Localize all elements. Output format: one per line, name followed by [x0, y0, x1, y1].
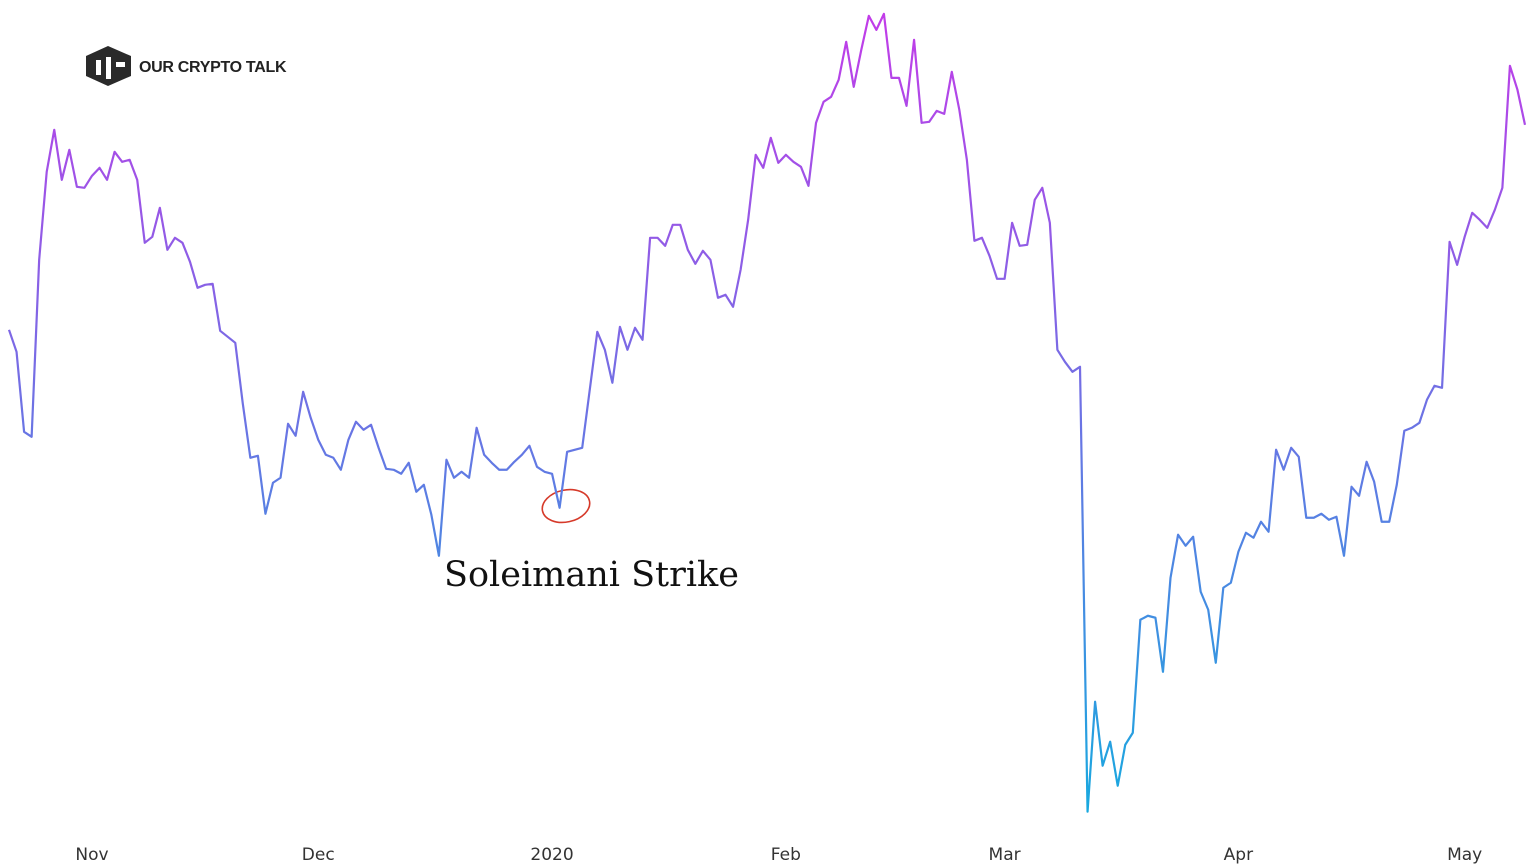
x-tick-label: Dec: [302, 845, 335, 864]
logo: OUR CRYPTO TALK: [86, 46, 287, 86]
x-tick-label: Apr: [1224, 845, 1253, 864]
logo-text: OUR CRYPTO TALK: [139, 59, 287, 76]
price-line: [7, 12, 1527, 813]
logo-mark-detail: [106, 57, 111, 79]
annotation: Soleimani Strike: [444, 555, 739, 595]
highlight-circle: [541, 488, 591, 524]
logo-mark-detail: [96, 60, 101, 75]
x-tick-label: Mar: [989, 845, 1021, 864]
x-tick-label: Feb: [771, 845, 801, 864]
logo-mark-detail: [116, 62, 125, 67]
x-tick-label: 2020: [530, 845, 573, 864]
x-tick-label: May: [1447, 845, 1482, 864]
x-tick-label: Nov: [75, 845, 108, 864]
